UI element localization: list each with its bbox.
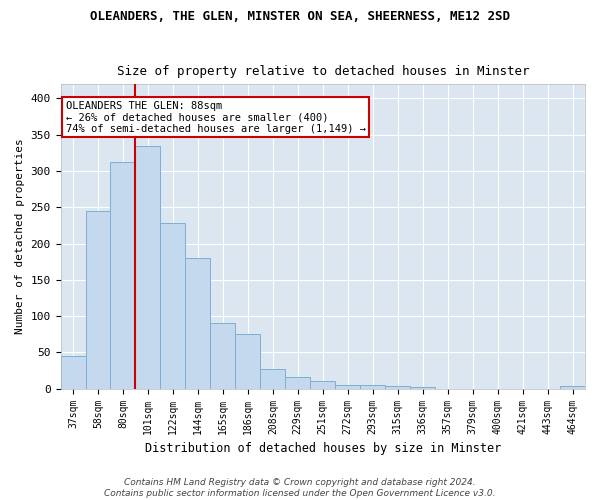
Bar <box>360 385 385 388</box>
Bar <box>310 382 335 388</box>
X-axis label: Distribution of detached houses by size in Minster: Distribution of detached houses by size … <box>145 442 501 455</box>
Bar <box>335 385 360 388</box>
Bar <box>410 386 435 388</box>
Bar <box>86 211 110 388</box>
Bar <box>385 386 410 388</box>
Bar <box>260 369 286 388</box>
Y-axis label: Number of detached properties: Number of detached properties <box>15 138 25 334</box>
Bar <box>235 334 260 388</box>
Bar <box>160 223 185 388</box>
Bar <box>110 162 136 388</box>
Text: OLEANDERS, THE GLEN, MINSTER ON SEA, SHEERNESS, ME12 2SD: OLEANDERS, THE GLEN, MINSTER ON SEA, SHE… <box>90 10 510 23</box>
Bar <box>211 324 235 388</box>
Bar <box>560 386 585 388</box>
Bar <box>185 258 211 388</box>
Text: OLEANDERS THE GLEN: 88sqm
← 26% of detached houses are smaller (400)
74% of semi: OLEANDERS THE GLEN: 88sqm ← 26% of detac… <box>66 100 366 134</box>
Text: Contains HM Land Registry data © Crown copyright and database right 2024.
Contai: Contains HM Land Registry data © Crown c… <box>104 478 496 498</box>
Bar <box>286 377 310 388</box>
Title: Size of property relative to detached houses in Minster: Size of property relative to detached ho… <box>116 66 529 78</box>
Bar <box>136 146 160 388</box>
Bar <box>61 356 86 388</box>
